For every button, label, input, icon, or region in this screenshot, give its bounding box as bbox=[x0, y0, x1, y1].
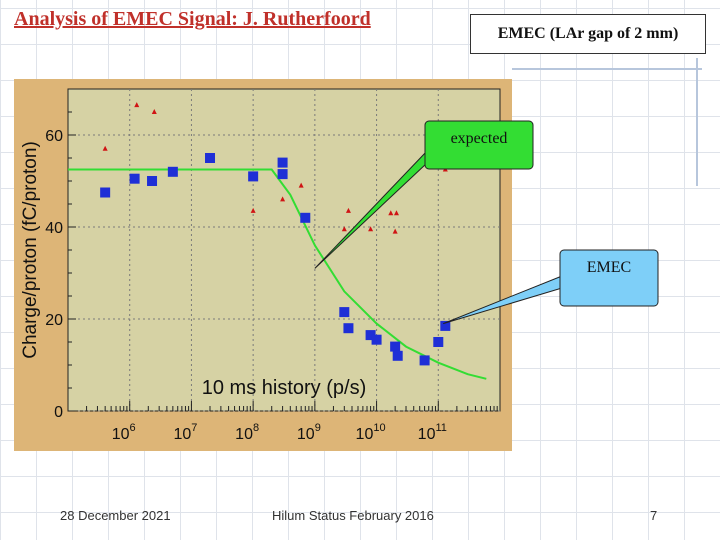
x-tick-exponent: 7 bbox=[191, 422, 197, 434]
square-marker bbox=[300, 212, 311, 223]
footer-date: 28 December 2021 bbox=[60, 508, 171, 523]
footer-center: Hilum Status February 2016 bbox=[272, 508, 434, 523]
y-tick-label: 40 bbox=[45, 220, 63, 237]
square-marker bbox=[147, 176, 158, 186]
annotation-label: expected bbox=[451, 130, 508, 147]
triangle-marker bbox=[388, 210, 394, 216]
annotation-label: EMEC bbox=[587, 259, 631, 276]
square-marker bbox=[371, 334, 382, 345]
square-marker bbox=[129, 173, 140, 184]
page-number: 7 bbox=[650, 508, 658, 523]
y-tick-label: 60 bbox=[45, 128, 63, 145]
triangle-marker bbox=[392, 228, 398, 234]
decorative-line-vertical bbox=[696, 58, 698, 186]
square-marker bbox=[433, 337, 444, 347]
square-marker bbox=[167, 166, 178, 177]
square-marker bbox=[419, 355, 430, 366]
square-marker bbox=[205, 153, 216, 163]
square-marker bbox=[392, 350, 403, 361]
square-marker bbox=[440, 320, 451, 331]
triangle-marker bbox=[341, 226, 347, 232]
subtitle-box: EMEC (LAr gap of 2 mm) bbox=[470, 14, 706, 54]
triangle-marker bbox=[250, 207, 256, 213]
x-tick-exponent: 6 bbox=[130, 422, 136, 434]
triangle-marker bbox=[280, 196, 286, 202]
square-marker bbox=[277, 157, 288, 168]
square-marker bbox=[248, 171, 259, 182]
triangle-marker bbox=[345, 207, 351, 213]
y-tick-label: 20 bbox=[45, 312, 63, 329]
square-marker bbox=[390, 341, 401, 352]
square-marker bbox=[339, 307, 350, 318]
annotations: expected EMEC bbox=[314, 120, 659, 325]
annotation-box bbox=[424, 120, 534, 170]
triangle-marker bbox=[368, 226, 374, 232]
square-marker bbox=[365, 330, 376, 341]
x-tick-exponent: 11 bbox=[435, 422, 446, 434]
x-tick-exponent: 9 bbox=[315, 422, 321, 434]
x-tick-exponent: 8 bbox=[253, 422, 259, 434]
slide-title: Analysis of EMEC Signal: J. Rutherfoord bbox=[14, 8, 371, 30]
chart-area: 0 20 40 60 106 107 108 109 1010 1011 Charge/proto… bbox=[14, 79, 659, 451]
triangle-marker bbox=[393, 210, 399, 216]
triangle-marker bbox=[134, 102, 140, 108]
annotation-box bbox=[559, 249, 659, 307]
annotation-callout: EMEC bbox=[442, 249, 659, 325]
y-tick-label: 0 bbox=[54, 404, 63, 421]
triangle-marker bbox=[151, 109, 157, 114]
decorative-line-horizontal bbox=[512, 68, 702, 70]
square-marker bbox=[277, 169, 288, 180]
triangle-marker bbox=[102, 145, 108, 151]
annotation-callout: expected bbox=[314, 120, 534, 269]
x-axis-label: 10 ms history (p/s) bbox=[202, 377, 366, 399]
expected-curve bbox=[68, 168, 487, 380]
data-points bbox=[100, 102, 451, 366]
square-marker bbox=[343, 323, 354, 334]
x-tick-exponent: 10 bbox=[373, 422, 385, 434]
triangle-marker bbox=[298, 182, 304, 188]
y-axis-label: Charge/proton (fC/proton) bbox=[20, 141, 41, 359]
square-marker bbox=[100, 187, 111, 198]
